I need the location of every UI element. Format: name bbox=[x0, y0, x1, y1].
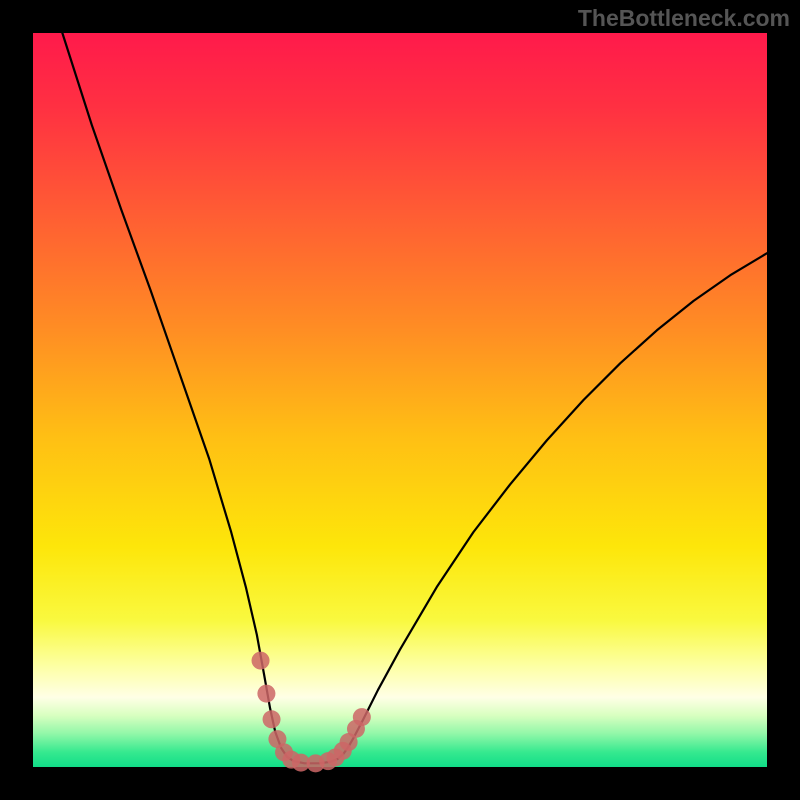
watermark-text: TheBottleneck.com bbox=[578, 5, 790, 32]
chart-container: TheBottleneck.com bbox=[0, 0, 800, 800]
plot-background bbox=[33, 33, 767, 767]
curve-marker bbox=[252, 652, 270, 670]
curve-marker bbox=[353, 708, 371, 726]
curve-marker bbox=[257, 685, 275, 703]
chart-svg bbox=[0, 0, 800, 800]
curve-marker bbox=[263, 710, 281, 728]
